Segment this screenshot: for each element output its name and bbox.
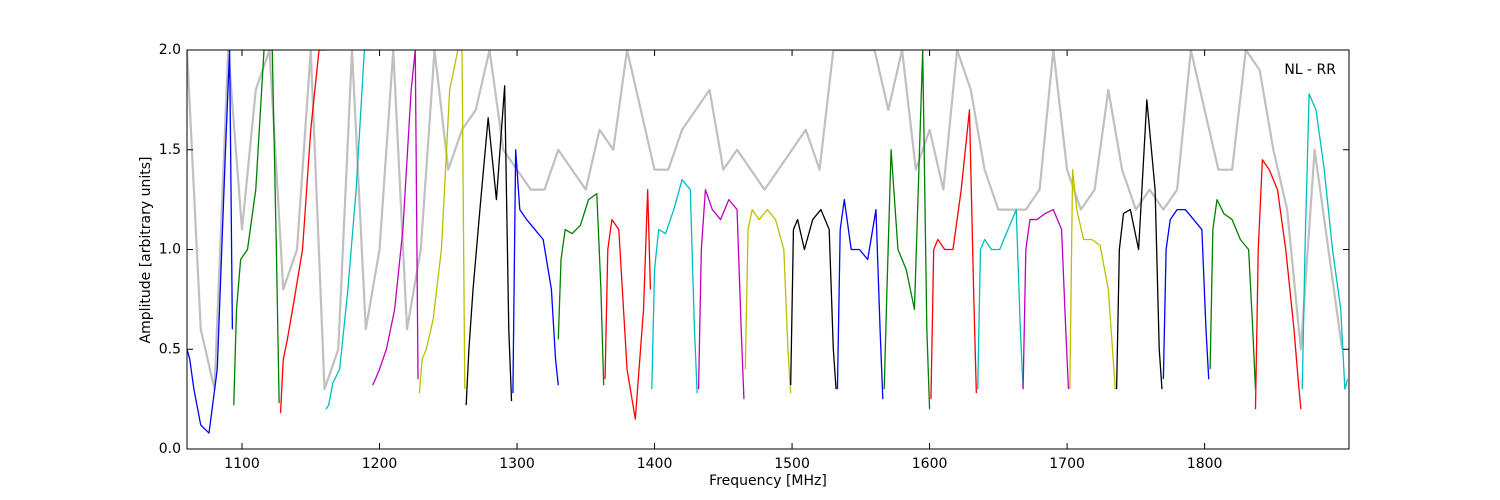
y-axis-label: Amplitude [arbitrary units] — [138, 157, 154, 344]
y-tick-label: 0.5 — [159, 341, 181, 357]
x-tick-label: 1200 — [362, 456, 398, 472]
annotation: NL - RR — [1284, 62, 1336, 78]
y-tick-label: 2.0 — [159, 42, 181, 58]
series-line — [512, 149, 559, 394]
series-line — [372, 50, 419, 386]
x-tick-label: 1100 — [224, 456, 260, 472]
series-line — [279, 50, 326, 414]
series-line — [790, 208, 837, 390]
series-line — [883, 50, 931, 410]
plot-lines — [187, 50, 1349, 434]
series-line — [651, 179, 698, 394]
series-line — [1162, 208, 1210, 380]
series-line — [930, 109, 977, 400]
series-line — [836, 198, 884, 400]
x-tick-label: 1400 — [637, 456, 673, 472]
series-line — [187, 50, 1344, 391]
series-line — [977, 208, 1024, 390]
series-line — [604, 189, 652, 420]
series-line — [557, 192, 605, 386]
x-tick-label: 1700 — [1049, 456, 1085, 472]
series-line — [418, 50, 466, 394]
series-line — [1209, 198, 1257, 390]
series-line — [233, 50, 280, 406]
series-line — [1254, 159, 1302, 410]
y-tick-label: 1.0 — [159, 242, 181, 258]
x-axis-label: Frequency [MHz] — [709, 473, 827, 489]
series-line — [1069, 169, 1116, 390]
x-tick-label: 1600 — [912, 456, 948, 472]
y-tick-label: 0.0 — [159, 441, 181, 457]
series-line — [187, 50, 234, 434]
series-line — [1022, 208, 1070, 390]
series-line — [1301, 93, 1349, 390]
x-tick-label: 1800 — [1187, 456, 1223, 472]
series-line — [465, 85, 513, 406]
series-line — [744, 208, 792, 394]
y-tick-label: 1.5 — [159, 142, 181, 158]
series-line — [1115, 99, 1163, 390]
x-tick-label: 1300 — [499, 456, 535, 472]
series-line — [325, 50, 372, 410]
x-tick-label: 1500 — [774, 456, 810, 472]
series-line — [697, 189, 745, 400]
